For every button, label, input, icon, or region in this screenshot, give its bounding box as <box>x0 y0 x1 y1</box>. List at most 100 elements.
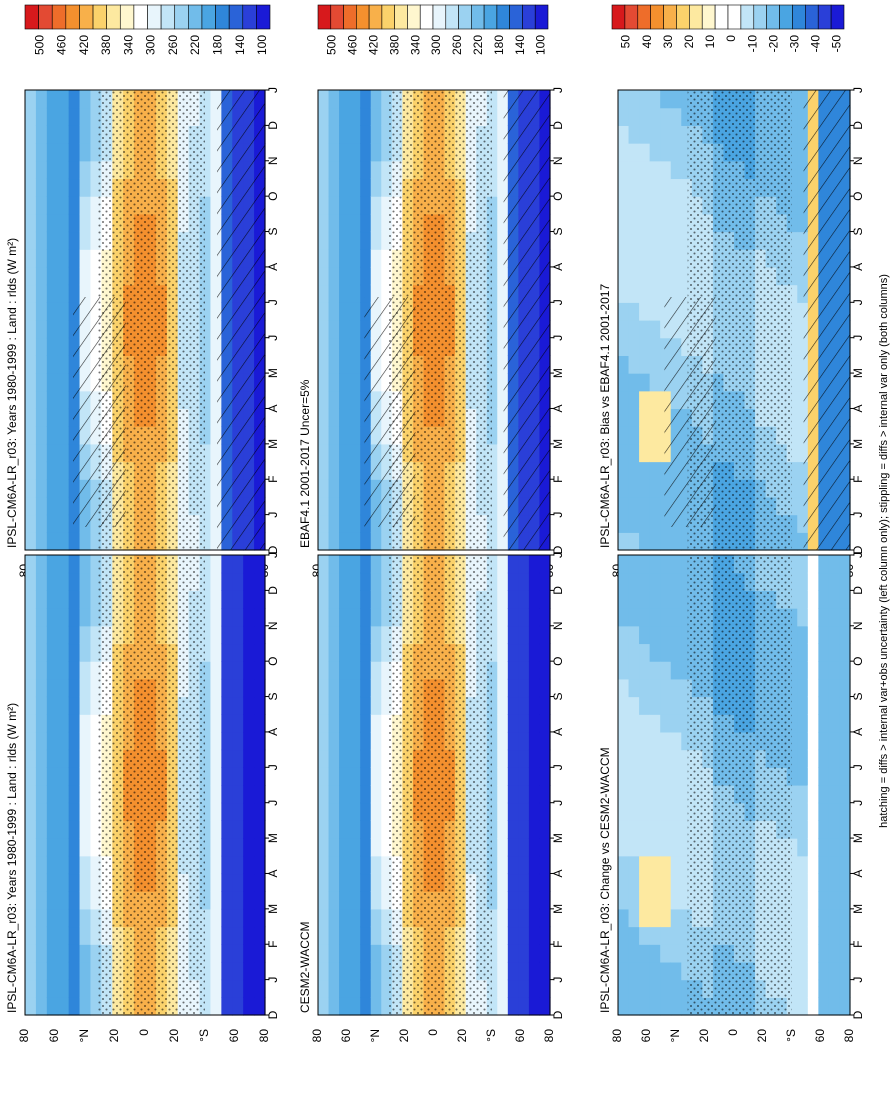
heatmap-cell <box>360 213 372 233</box>
heatmap-cell <box>639 838 651 857</box>
heatmap-cell <box>328 979 340 998</box>
heatmap-cell <box>46 979 59 998</box>
heatmap-cell <box>518 802 530 821</box>
heatmap-cell <box>46 767 59 786</box>
heatmap-cell <box>381 855 393 875</box>
heatmap-cell <box>660 107 672 126</box>
heatmap-cell <box>199 961 212 981</box>
heatmap-cell <box>497 355 509 374</box>
heatmap-cell <box>90 714 102 733</box>
heatmap-cell <box>57 249 70 268</box>
heatmap-cell <box>339 590 351 609</box>
heatmap-cell <box>507 855 519 875</box>
heatmap-cell <box>649 461 661 480</box>
heatmap-cell <box>528 891 541 910</box>
heatmap-cell <box>25 731 37 751</box>
heatmap-cell <box>497 408 509 427</box>
heatmap-cell <box>839 661 851 680</box>
heatmap-cell <box>486 608 498 627</box>
heatmap-cell <box>339 107 351 126</box>
heatmap-cell <box>660 908 672 928</box>
heatmap-cell <box>507 678 519 698</box>
heatmap-cell <box>35 426 48 445</box>
heatmap-cell <box>786 908 798 928</box>
heatmap-cell <box>199 320 212 339</box>
heatmap-cell <box>57 496 70 516</box>
heatmap-cell <box>232 979 244 998</box>
heatmap-cell <box>35 390 48 410</box>
heatmap-cell <box>381 143 393 162</box>
heatmap-cell <box>199 555 212 574</box>
heatmap-cell <box>318 125 330 144</box>
heatmap-cell <box>254 997 266 1016</box>
heatmap-cell <box>46 284 59 303</box>
heatmap-cell <box>507 643 519 662</box>
heatmap-cell <box>339 572 351 591</box>
heatmap-cell <box>35 284 48 303</box>
heatmap-cell <box>628 997 640 1016</box>
heatmap-cell <box>46 496 59 516</box>
heatmap-cell <box>46 608 59 627</box>
heatmap-cell <box>68 90 81 109</box>
heatmap-cell <box>618 767 630 786</box>
heatmap-cell <box>807 678 819 698</box>
heatmap-cell <box>349 213 361 233</box>
heatmap-cell <box>786 231 798 250</box>
heatmap-cell <box>486 678 498 698</box>
heatmap-cell <box>539 696 551 715</box>
heatmap-cell <box>370 802 382 821</box>
heatmap-cell <box>46 320 59 339</box>
heatmap-cell <box>370 625 382 645</box>
heatmap-cell <box>25 373 37 392</box>
heatmap-cell <box>328 320 340 339</box>
heatmap-cell <box>25 997 37 1016</box>
heatmap-cell <box>25 608 37 627</box>
heatmap-cell <box>539 572 551 591</box>
heatmap-cell <box>618 661 630 680</box>
heatmap-cell <box>232 855 244 875</box>
heatmap-cell <box>349 107 361 126</box>
heatmap-cell <box>797 390 809 410</box>
heatmap-cell <box>381 643 393 662</box>
heatmap-cell <box>349 320 361 339</box>
heatmap-cell <box>254 820 266 839</box>
heatmap-cell <box>57 426 70 445</box>
heatmap-cell <box>528 749 541 768</box>
heatmap-cell <box>35 643 48 662</box>
heatmap-cell <box>360 643 372 662</box>
heatmap-cell <box>210 590 222 609</box>
heatmap-cell <box>232 961 244 981</box>
heatmap-cell <box>90 961 102 981</box>
heatmap-cell <box>670 802 682 821</box>
heatmap-cell <box>57 355 70 374</box>
heatmap-cell <box>660 143 672 162</box>
heatmap-cell <box>639 143 651 162</box>
heatmap-cell <box>318 979 330 998</box>
heatmap-cell <box>25 266 37 286</box>
heatmap-cell <box>786 997 798 1016</box>
heatmap-cell <box>507 997 519 1016</box>
heatmap-cell <box>807 979 819 998</box>
heatmap-cell <box>360 944 372 963</box>
heatmap-cell <box>79 125 92 144</box>
heatmap-cell <box>35 802 48 821</box>
heatmap-cell <box>79 213 92 233</box>
heatmap-cell <box>670 266 682 286</box>
colorbar-label: 500 <box>325 35 339 55</box>
heatmap-cell <box>57 143 70 162</box>
heatmap-cell <box>210 390 222 410</box>
heatmap-cell <box>797 514 809 533</box>
heatmap-cell <box>670 961 682 981</box>
heatmap-cell <box>628 643 640 662</box>
heatmap-cell <box>818 590 830 609</box>
heatmap-cell <box>35 143 48 162</box>
heatmap-cell <box>328 961 340 981</box>
heatmap-cell <box>497 696 509 715</box>
heatmap-cell <box>681 213 693 233</box>
panel-title: EBAF4.1 2001-2017 Uncer=5% <box>298 379 312 548</box>
heatmap-cell <box>318 873 330 892</box>
heatmap-cell <box>90 749 102 768</box>
heatmap-cell <box>681 838 693 857</box>
heatmap-cell <box>670 249 682 268</box>
heatmap-cell <box>79 855 92 875</box>
